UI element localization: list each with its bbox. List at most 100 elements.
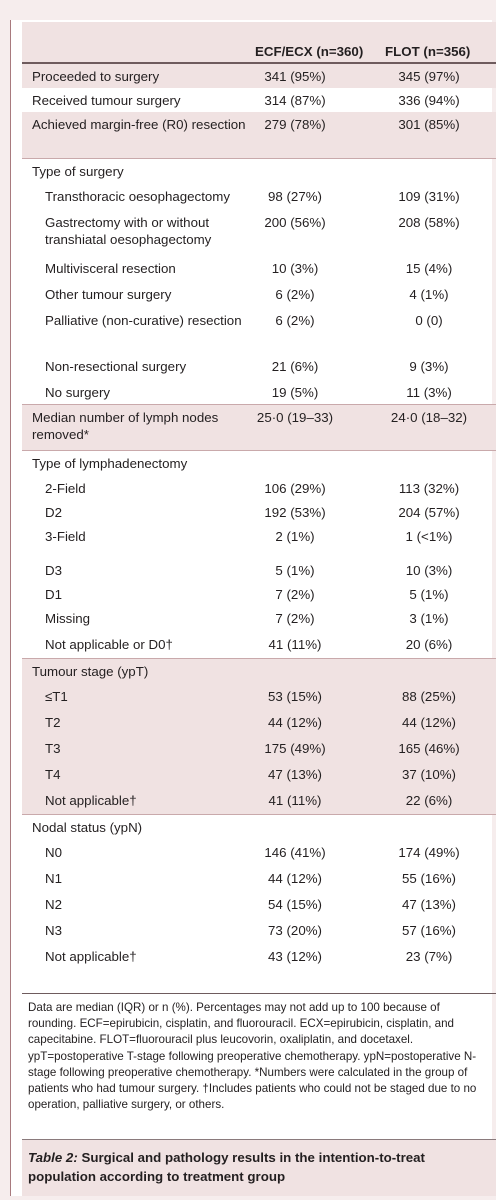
table-row: N1 44 (12%) 55 (16%) [22,866,496,892]
cell-flot: 37 (10%) [402,767,456,782]
row-label: 2-Field [45,481,86,496]
caption-label: Table 2: [28,1150,78,1165]
table-caption: Table 2: Surgical and pathology results … [22,1139,496,1196]
table-body: Proceeded to surgery 341 (95%) 345 (97%) Re… [22,64,496,970]
cell-flot: 47 (13%) [402,897,456,912]
table-row: Other tumour surgery 6 (2%) 4 (1%) [22,282,496,308]
cell-ecf-ecx: 10 (3%) [271,261,319,276]
table-row: D2 192 (53%) 204 (57%) [22,500,496,524]
cell-ecf-ecx: 41 (11%) [268,793,322,808]
row-label: Gastrectomy with or without transhiatal … [45,215,212,247]
row-label: Proceeded to surgery [32,69,160,84]
row-label: Transthoracic oesophagectomy [45,189,231,204]
row-label: Non-resectional surgery [45,359,187,374]
section-label: Tumour stage (ypT) [32,664,149,679]
cell-flot: 1 (<1%) [405,529,453,544]
table-row: Not applicable† 41 (11%) 22 (6%) [22,788,496,814]
cell-ecf-ecx: 192 (53%) [264,505,326,520]
table-row: N0 146 (41%) 174 (49%) [22,840,496,866]
cell-ecf-ecx: 44 (12%) [268,715,322,730]
cell-flot: 109 (31%) [398,189,460,204]
results-table: ECF/ECX (n=360) FLOT (n=356) Proceeded t… [22,22,496,970]
table-row: Not applicable† 43 (12%) 23 (7%) [22,944,496,970]
section-row: Nodal status (ypN) [22,814,496,840]
row-label: T4 [45,767,61,782]
cell-flot: 9 (3%) [409,359,449,374]
cell-ecf-ecx: 200 (56%) [264,215,326,230]
cell-flot: 23 (7%) [405,949,453,964]
cell-flot: 0 (0) [415,313,443,328]
cell-ecf-ecx: 98 (27%) [268,189,322,204]
table-row: Proceeded to surgery 341 (95%) 345 (97%) [22,64,496,88]
table-row: Received tumour surgery 314 (87%) 336 (94%… [22,88,496,112]
cell-flot: 165 (46%) [398,741,460,756]
cell-ecf-ecx: 41 (11%) [268,637,322,652]
cell-ecf-ecx: 175 (49%) [264,741,326,756]
table-row: Multivisceral resection 10 (3%) 15 (4%) [22,256,496,282]
table-row: Gastrectomy with or without transhiatal … [22,210,496,256]
cell-flot: 301 (85%) [398,117,460,132]
table-row: T2 44 (12%) 44 (12%) [22,710,496,736]
cell-flot: 11 (3%) [406,385,452,400]
table-header: ECF/ECX (n=360) FLOT (n=356) [22,22,496,64]
cell-flot: 174 (49%) [398,845,460,860]
cell-flot: 55 (16%) [402,871,456,886]
cell-ecf-ecx: 6 (2%) [275,313,315,328]
cell-ecf-ecx: 146 (41%) [264,845,326,860]
row-label: T2 [45,715,61,730]
row-label: ≤T1 [45,689,68,704]
cell-flot: 22 (6%) [405,793,453,808]
section-row: Type of surgery [22,158,496,184]
row-label: Median number of lymph nodes removed* [32,410,219,442]
table-row: Median number of lymph nodes removed* 25·… [22,404,496,450]
cell-ecf-ecx: 279 (78%) [264,117,326,132]
table-row: T3 175 (49%) 165 (46%) [22,736,496,762]
row-label: N2 [45,897,62,912]
row-label: Received tumour surgery [32,93,181,108]
cell-ecf-ecx: 106 (29%) [264,481,326,496]
row-label: Multivisceral resection [45,261,176,276]
cell-ecf-ecx: 7 (2%) [275,611,315,626]
row-label: Missing [45,611,91,626]
table-row: Not applicable or D0† 41 (11%) 20 (6%) [22,632,496,658]
cell-flot: 57 (16%) [402,923,456,938]
row-label: N0 [45,845,62,860]
row-label: D3 [45,563,62,578]
table-row: No surgery 19 (5%) 11 (3%) [22,380,496,404]
cell-ecf-ecx: 25·0 (19–33) [256,410,334,425]
table-row: Transthoracic oesophagectomy 98 (27%) 109 … [22,184,496,210]
row-label: Palliative (non-curative) resection [45,313,242,328]
cell-flot: 88 (25%) [402,689,456,704]
table-row: Palliative (non-curative) resection 6 (2%… [22,308,496,354]
cell-flot: 204 (57%) [398,505,460,520]
cell-flot: 113 (32%) [398,481,460,496]
row-label: Achieved margin-free (R0) resection [32,117,246,132]
table-row: ≤T1 53 (15%) 88 (25%) [22,684,496,710]
row-label: N3 [45,923,62,938]
row-label: T3 [45,741,61,756]
column-header-ecf-ecx: ECF/ECX (n=360) [255,44,364,59]
cell-flot: 336 (94%) [398,93,460,108]
row-label: Not applicable or D0† [45,637,173,652]
cell-ecf-ecx: 19 (5%) [271,385,319,400]
cell-flot: 4 (1%) [409,287,449,302]
cell-ecf-ecx: 54 (15%) [268,897,322,912]
table-row: T4 47 (13%) 37 (10%) [22,762,496,788]
section-row: Tumour stage (ypT) [22,658,496,684]
row-label: N1 [45,871,62,886]
section-row: Type of lymphadenectomy [22,450,496,476]
cell-ecf-ecx: 47 (13%) [268,767,322,782]
row-label: 3-Field [45,529,86,544]
document-frame [10,20,492,1196]
caption-text: Surgical and pathology results in the in… [28,1150,425,1184]
table-row: 2-Field 106 (29%) 113 (32%) [22,476,496,500]
cell-flot: 3 (1%) [409,611,449,626]
cell-ecf-ecx: 43 (12%) [268,949,322,964]
row-label: Not applicable† [45,793,137,808]
cell-flot: 5 (1%) [409,587,449,602]
cell-flot: 15 (4%) [405,261,453,276]
table-row: Missing 7 (2%) 3 (1%) [22,606,496,632]
cell-ecf-ecx: 73 (20%) [268,923,322,938]
cell-ecf-ecx: 341 (95%) [264,69,326,84]
table-row: D3 5 (1%) 10 (3%) [22,558,496,582]
